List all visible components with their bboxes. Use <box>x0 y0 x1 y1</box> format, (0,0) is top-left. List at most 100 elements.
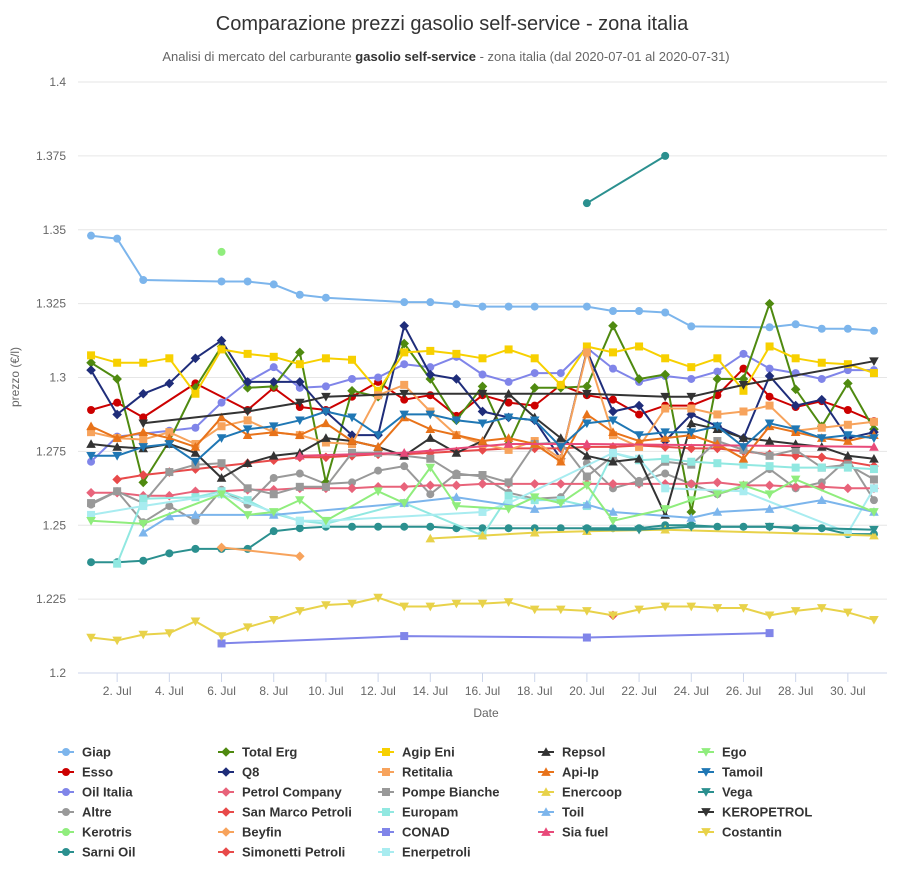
legend-item-enercoop[interactable]: Enercoop <box>538 785 622 800</box>
legend-symbol <box>382 748 390 756</box>
data-point-pompe-bianche <box>765 451 774 460</box>
data-point-api-ip <box>242 430 253 439</box>
legend-item-ego[interactable]: Ego <box>698 745 747 760</box>
data-point-tamoil <box>86 451 96 461</box>
data-point-oil-italia <box>478 370 487 379</box>
legend-item-esso[interactable]: Esso <box>58 765 113 780</box>
data-point-tamoil <box>843 431 853 440</box>
y-tick-label: 1.25 <box>43 518 67 532</box>
data-point-costantin <box>843 608 853 618</box>
data-point-costantin <box>869 615 879 625</box>
data-point-q8 <box>608 406 618 417</box>
data-point-vega <box>634 525 644 535</box>
data-point-total-erg <box>608 320 618 331</box>
data-point-q8 <box>425 369 436 380</box>
legend-item-conad[interactable]: CONAD <box>378 825 450 840</box>
subtitle-prefix: Analisi di mercato del carburante <box>162 49 355 64</box>
data-point-keropetrol <box>582 389 592 399</box>
x-tick-label: 8. Jul <box>259 684 288 698</box>
legend-label: Oil Italia <box>82 785 133 800</box>
legend-item-sia-fuel[interactable]: Sia fuel <box>538 825 608 840</box>
data-point-enercoop <box>425 533 436 543</box>
data-point-europam <box>243 496 252 505</box>
legend-item-sarni-oil[interactable]: Sarni Oil <box>58 845 135 860</box>
legend-item-europam[interactable]: Europam <box>378 805 458 820</box>
legend-item-enerpetroli[interactable]: Enerpetroli <box>378 845 471 860</box>
data-point-repsol <box>242 458 253 468</box>
legend-symbol <box>62 768 70 776</box>
legend-label: Pompe Bianche <box>402 785 500 800</box>
legend-item-toil[interactable]: Toil <box>538 805 584 820</box>
series-sarni-oil <box>87 521 878 567</box>
data-point-keropetrol <box>477 389 488 399</box>
data-point-agip-eni <box>504 345 513 354</box>
legend-item-costantin[interactable]: Costantin <box>698 825 782 840</box>
data-point-q8 <box>295 377 305 387</box>
series-agip-eni <box>87 342 878 398</box>
series-sarni-oil <box>582 151 670 208</box>
data-point-pompe-bianche <box>869 475 878 484</box>
x-tick-label: 12. Jul <box>360 684 395 698</box>
data-point-oil-italia <box>504 377 513 386</box>
data-point-tamoil <box>425 410 436 420</box>
data-point-toil <box>764 504 775 513</box>
legend-label: Q8 <box>242 765 259 780</box>
data-point-tamoil <box>582 419 592 429</box>
legend-item-altre[interactable]: Altre <box>58 805 112 820</box>
data-point-retitalia <box>817 423 826 432</box>
data-point-pompe-bianche <box>504 478 513 487</box>
data-point-oil-italia <box>191 423 200 432</box>
legend-label: Sarni Oil <box>82 845 135 860</box>
legend-item-beyfin[interactable]: Beyfin <box>218 825 282 840</box>
data-point-costantin <box>347 599 357 609</box>
legend-item-api-ip[interactable]: Api-Ip <box>538 765 599 780</box>
data-point-repsol <box>86 439 96 448</box>
data-point-tamoil <box>712 422 723 432</box>
legend-item-agip-eni[interactable]: Agip Eni <box>378 745 455 760</box>
legend-item-vega[interactable]: Vega <box>698 785 753 800</box>
legend: Giap Total Erg Agip Eni Repsol Ego Esso Q8 Reti… <box>58 745 812 860</box>
data-point-vega <box>869 525 879 535</box>
data-point-agip-eni <box>269 352 278 361</box>
x-tick-label: 30. Jul <box>830 684 865 698</box>
legend-item-q8[interactable]: Q8 <box>218 765 259 780</box>
legend-label: Repsol <box>562 745 605 760</box>
data-point-esso <box>139 413 148 422</box>
data-point-repsol <box>268 451 279 460</box>
legend-label: Beyfin <box>242 825 282 840</box>
data-point-costantin <box>190 617 201 627</box>
legend-item-total-erg[interactable]: Total Erg <box>218 745 297 760</box>
legend-item-simonetti-petroli[interactable]: Simonetti Petroli <box>218 845 345 860</box>
legend-item-san-marco-petroli[interactable]: San Marco Petroli <box>218 805 352 820</box>
legend-item-pompe-bianche[interactable]: Pompe Bianche <box>378 785 500 800</box>
series-costantin <box>86 593 879 646</box>
legend-item-kerotris[interactable]: Kerotris <box>58 825 132 840</box>
legend-item-keropetrol[interactable]: KEROPETROL <box>698 805 812 820</box>
legend-item-oil-italia[interactable]: Oil Italia <box>58 785 133 800</box>
data-point-agip-eni <box>530 354 539 363</box>
data-point-pompe-bianche <box>217 459 226 468</box>
data-point-costantin <box>790 607 801 616</box>
data-point-total-erg <box>660 369 670 380</box>
data-point-api-ip <box>216 412 227 422</box>
data-point-san-marco-petroli <box>816 452 827 463</box>
series-ego <box>86 463 879 529</box>
data-point-conad <box>765 629 774 638</box>
series-line-oil-italia <box>90 346 874 463</box>
legend-item-retitalia[interactable]: Retitalia <box>378 765 453 780</box>
legend-label: Ego <box>722 745 747 760</box>
data-point-oil-italia <box>530 369 539 378</box>
data-point-tamoil <box>608 416 618 426</box>
legend-item-repsol[interactable]: Repsol <box>538 745 605 760</box>
series-beyfin <box>216 542 305 562</box>
legend-label: Toil <box>562 805 584 820</box>
data-point-costantin <box>321 601 331 610</box>
data-point-ego <box>764 490 775 500</box>
legend-item-tamoil[interactable]: Tamoil <box>698 765 763 780</box>
legend-item-giap[interactable]: Giap <box>58 745 111 760</box>
data-point-toil <box>529 504 540 513</box>
legend-item-petrol-company[interactable]: Petrol Company <box>218 785 342 800</box>
data-point-repsol <box>869 453 879 463</box>
data-point-retitalia <box>739 407 748 416</box>
data-point-toil <box>582 499 592 509</box>
